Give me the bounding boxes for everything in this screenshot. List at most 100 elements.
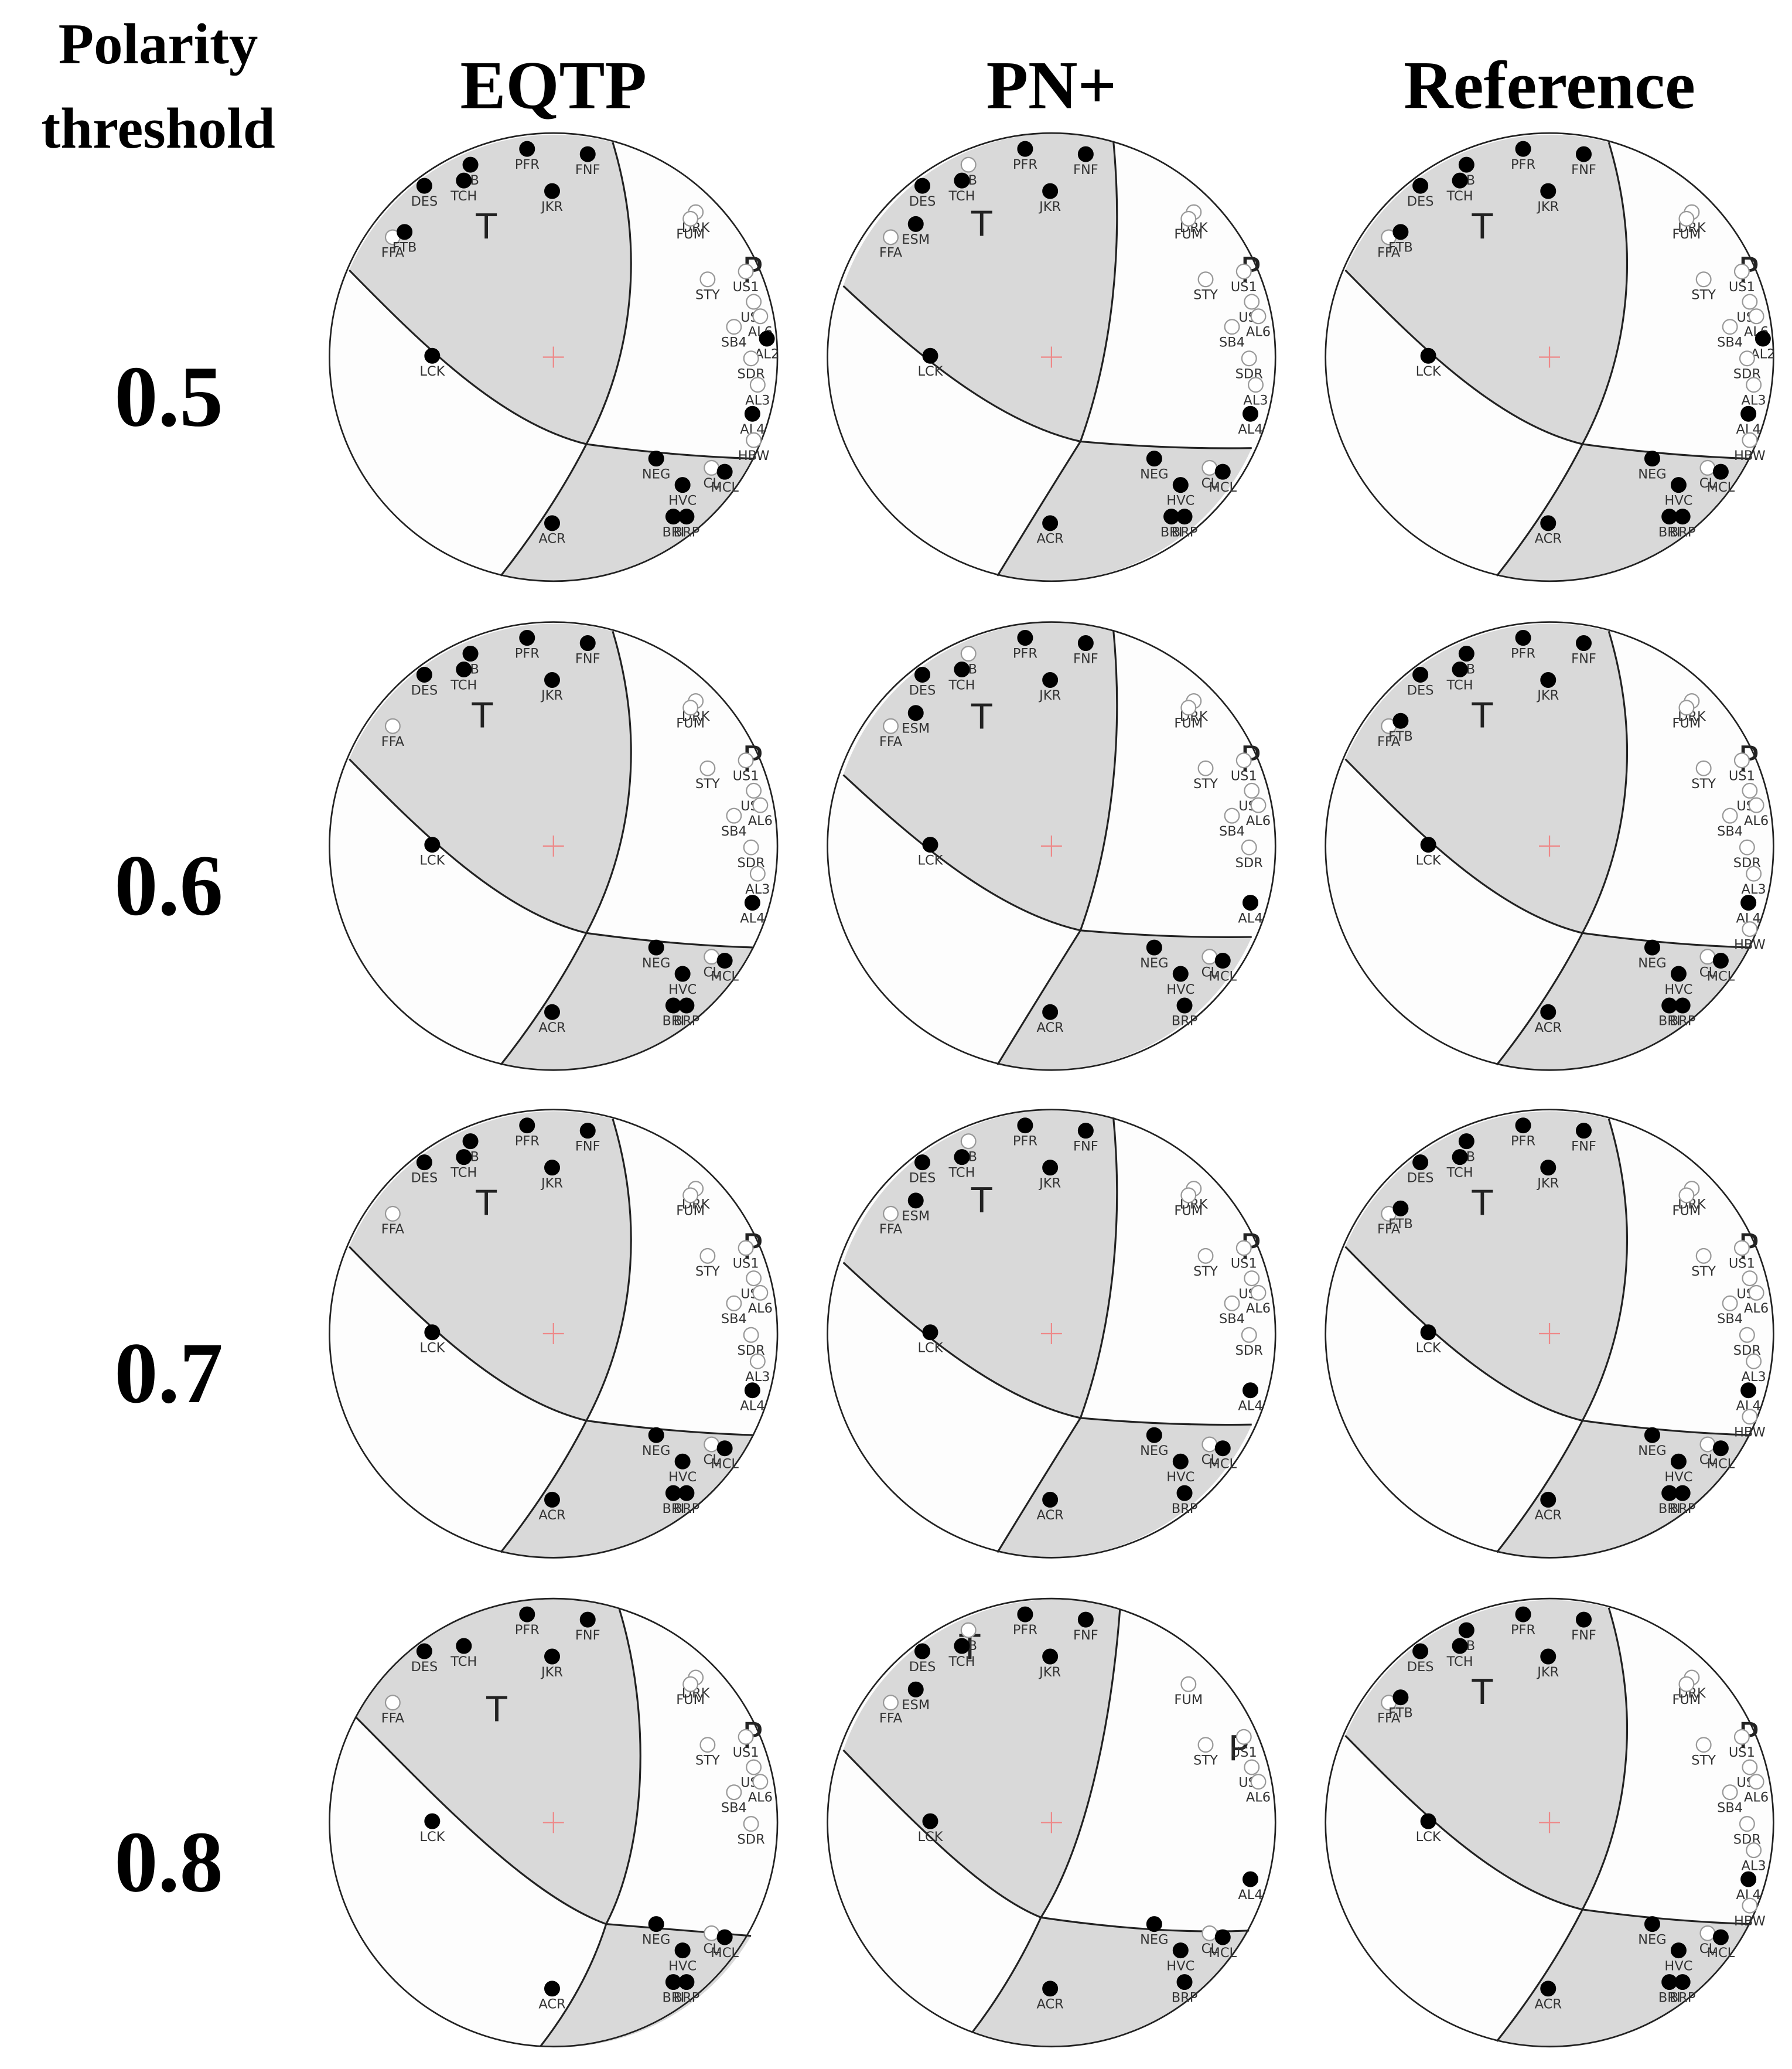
station-compression (907, 216, 924, 232)
station-dilatation (1197, 1737, 1214, 1753)
station-compression (922, 347, 938, 364)
station-dilatation (746, 294, 762, 310)
station-label: ACR (1036, 1997, 1063, 2012)
station-label: SB4 (1717, 1311, 1743, 1327)
station-dilatation (1695, 760, 1712, 776)
t-axis-label: T (486, 1689, 507, 1729)
station-label: TCH (1446, 1654, 1473, 1669)
t-axis-label: T (471, 696, 493, 735)
station-label: FFA (879, 734, 903, 749)
station-label: TCH (1446, 677, 1473, 693)
station-label: BRP (1172, 1501, 1198, 1516)
station-dilatation (1739, 839, 1755, 855)
station-compression (1576, 1123, 1592, 1139)
station-compression (1242, 1382, 1258, 1399)
station-compression (1042, 672, 1059, 688)
compressional-quadrant (1345, 1111, 1627, 1421)
station-compression (1077, 635, 1094, 652)
station-compression (579, 1611, 596, 1628)
station-compression (1674, 509, 1691, 525)
station-compression (954, 1638, 970, 1654)
station-compression (1042, 1648, 1059, 1665)
station-label: FNF (1073, 651, 1098, 666)
station-label: AL6 (1744, 813, 1769, 829)
station-label: FFA (381, 1711, 405, 1726)
station-label: BRP (1670, 1990, 1696, 2005)
station-label: US1 (1729, 768, 1755, 783)
station-dilatation (1202, 949, 1218, 965)
station-label: HBW (1734, 448, 1766, 463)
beachball: TPPFRFNFSBTCHDESJKRFFAFTBDRKFUMSTYUS1US3… (1325, 621, 1774, 1071)
station-label: LCK (917, 364, 943, 379)
station-compression (1042, 515, 1059, 531)
station-label: CL (1699, 1941, 1716, 1956)
sphere-outline (329, 621, 779, 1071)
station-compression (914, 178, 930, 194)
station-label: FNF (575, 162, 600, 178)
station-compression (1412, 1154, 1429, 1171)
station-label: PFR (515, 1133, 540, 1148)
station-dilatation (699, 760, 716, 776)
station-label: STY (1691, 1264, 1716, 1279)
station-compression (914, 667, 930, 683)
station-dilatation (1722, 1295, 1738, 1311)
station-dilatation (960, 156, 977, 173)
station-compression (1670, 966, 1687, 982)
station-dilatation (746, 432, 762, 448)
station-dilatation (1224, 1295, 1240, 1311)
nodal-plane (349, 1246, 754, 1436)
station-label: JKR (1536, 199, 1559, 214)
station-label: HBW (1734, 937, 1766, 952)
station-label: TCH (948, 1165, 975, 1180)
station-dilatation (1244, 294, 1260, 310)
station-dilatation (1695, 1737, 1712, 1753)
station-dilatation (1699, 1436, 1716, 1453)
station-label: SB4 (1717, 824, 1743, 839)
station-label: BRI (1160, 524, 1183, 540)
compressional-quadrant (1497, 1909, 1750, 2048)
station-compression (648, 1916, 664, 1932)
station-label: SDR (737, 1832, 764, 1847)
station-compression (1540, 183, 1557, 199)
station-compression (1740, 405, 1757, 422)
station-label: NEG (642, 466, 670, 482)
station-compression (462, 646, 479, 662)
station-label: BRP (1172, 1990, 1198, 2005)
station-label: JKR (1038, 688, 1061, 703)
station-label: FFA (381, 246, 405, 261)
station-label: DES (1407, 194, 1434, 209)
t-axis-label: T (475, 207, 497, 247)
station-compression (1420, 837, 1436, 853)
sphere-outline (827, 621, 1276, 1071)
station-compression (1392, 1689, 1409, 1706)
station-label: SB4 (1219, 1311, 1245, 1327)
t-axis-label: T (1471, 1184, 1493, 1223)
station-compression (678, 1485, 695, 1501)
station-label: LCK (917, 853, 943, 868)
station-compression (1661, 997, 1678, 1014)
station-dilatation (682, 1187, 699, 1204)
corner-title: Polarity (59, 12, 258, 76)
station-dilatation (682, 210, 699, 227)
station-dilatation (1244, 1759, 1260, 1775)
station-dilatation (749, 865, 766, 882)
station-label: MCL (1209, 480, 1237, 495)
station-dilatation (1244, 1270, 1260, 1287)
station-compression (1392, 713, 1409, 729)
station-label: AL3 (1243, 393, 1268, 408)
station-compression (544, 183, 560, 199)
station-label: FNF (1073, 1628, 1098, 1643)
nodal-plane (540, 1608, 641, 2047)
station-label: STY (695, 776, 720, 792)
station-label: PFR (1013, 646, 1037, 661)
center-cross (542, 835, 564, 857)
beachball: TPPFRFNFSBTCHDESJKRFFADRKFUMSTYUS1US3AL6… (329, 1109, 779, 1559)
station-dilatation (1742, 782, 1758, 799)
station-compression (1392, 1200, 1409, 1216)
station-compression (1176, 1485, 1193, 1501)
station-compression (1172, 1453, 1189, 1470)
station-compression (1576, 1611, 1592, 1628)
station-compression (954, 662, 970, 678)
station-label: HVC (1664, 1958, 1692, 1973)
station-compression (1242, 405, 1258, 422)
